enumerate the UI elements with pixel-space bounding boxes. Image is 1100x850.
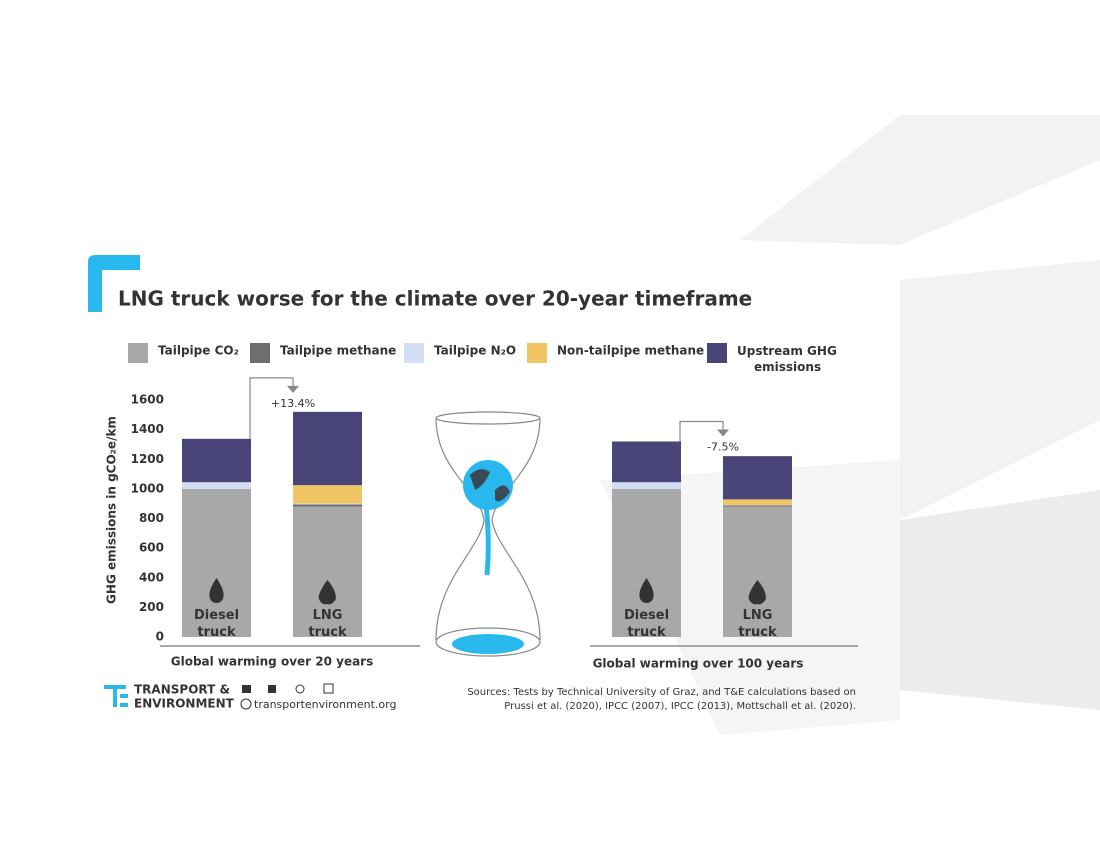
- bar-segment: [293, 504, 362, 507]
- y-tick-label: 1600: [131, 393, 164, 407]
- bar-segment: [293, 503, 362, 505]
- category-label: LNG truck: [308, 608, 347, 640]
- legend-swatch: [250, 343, 270, 363]
- chart-title: LNG truck worse for the climate over 20-…: [118, 287, 752, 311]
- footer-logo: [104, 685, 128, 707]
- bar-segment: [723, 499, 792, 506]
- legend-swatch: [128, 343, 148, 363]
- bar-segment: [723, 505, 792, 507]
- legend-swatch: [527, 343, 547, 363]
- flame-icon: [748, 580, 766, 605]
- y-tick-label: 800: [139, 511, 164, 525]
- bar-segment: [293, 506, 362, 637]
- legend-swatch: [707, 343, 727, 363]
- annotation: -7.5%: [707, 440, 739, 453]
- social-icons: [240, 683, 334, 710]
- background-shapes: [600, 115, 1100, 735]
- bar-segment: [612, 441, 681, 483]
- diesel-icon: [209, 578, 224, 603]
- y-tick-label: 1400: [131, 422, 164, 436]
- category-label: LNG truck: [738, 608, 777, 640]
- x-axis-label: Global warming over 20 years: [171, 655, 374, 669]
- legend-label: Upstream GHG emissions: [737, 344, 837, 374]
- bar-segment: [182, 438, 251, 483]
- logo-text: TRANSPORT &: [134, 683, 230, 697]
- bar-segment: [723, 456, 792, 500]
- annotation-bracket: [679, 420, 724, 442]
- hourglass: [435, 411, 541, 657]
- annotation-arrow: [717, 429, 729, 437]
- logo-text: ENVIRONMENT: [134, 697, 235, 711]
- category-label: Diesel truck: [624, 608, 669, 640]
- y-tick-label: 200: [139, 600, 164, 614]
- bar-segment: [182, 488, 251, 637]
- bar-segment: [723, 506, 792, 637]
- title-accent: [88, 255, 140, 312]
- x-axis-label: Global warming over 100 years: [593, 657, 804, 671]
- bar-segment: [293, 485, 362, 504]
- annotation: +13.4%: [271, 397, 315, 410]
- legend-label: Tailpipe N₂O: [434, 344, 516, 358]
- bar-segment: [293, 411, 362, 486]
- bar-segment: [612, 488, 681, 637]
- bar-segment: [182, 482, 251, 489]
- website: transportenvironment.org: [254, 698, 396, 711]
- y-tick-label: 400: [139, 570, 164, 584]
- diesel-icon: [639, 578, 654, 603]
- legend-label: Non-tailpipe methane: [557, 344, 704, 358]
- category-label: Diesel truck: [194, 608, 239, 640]
- sources: Sources: Tests by Technical University o…: [467, 687, 856, 698]
- bar-segment: [612, 482, 681, 489]
- y-tick-label: 1000: [131, 481, 164, 495]
- sources: Prussi et al. (2020), IPCC (2007), IPCC …: [504, 701, 856, 712]
- annotation-bracket: [249, 377, 294, 439]
- legend-label: Tailpipe methane: [280, 344, 396, 358]
- y-tick-label: 0: [156, 630, 164, 644]
- legend-swatch: [404, 343, 424, 363]
- y-tick-label: 600: [139, 541, 164, 555]
- legend-label: Tailpipe CO₂: [158, 344, 239, 358]
- y-tick-label: 1200: [131, 452, 164, 466]
- y-axis-label: GHG emissions in gCO₂e/km: [105, 416, 119, 604]
- flame-icon: [318, 580, 336, 605]
- annotation-arrow: [287, 385, 299, 393]
